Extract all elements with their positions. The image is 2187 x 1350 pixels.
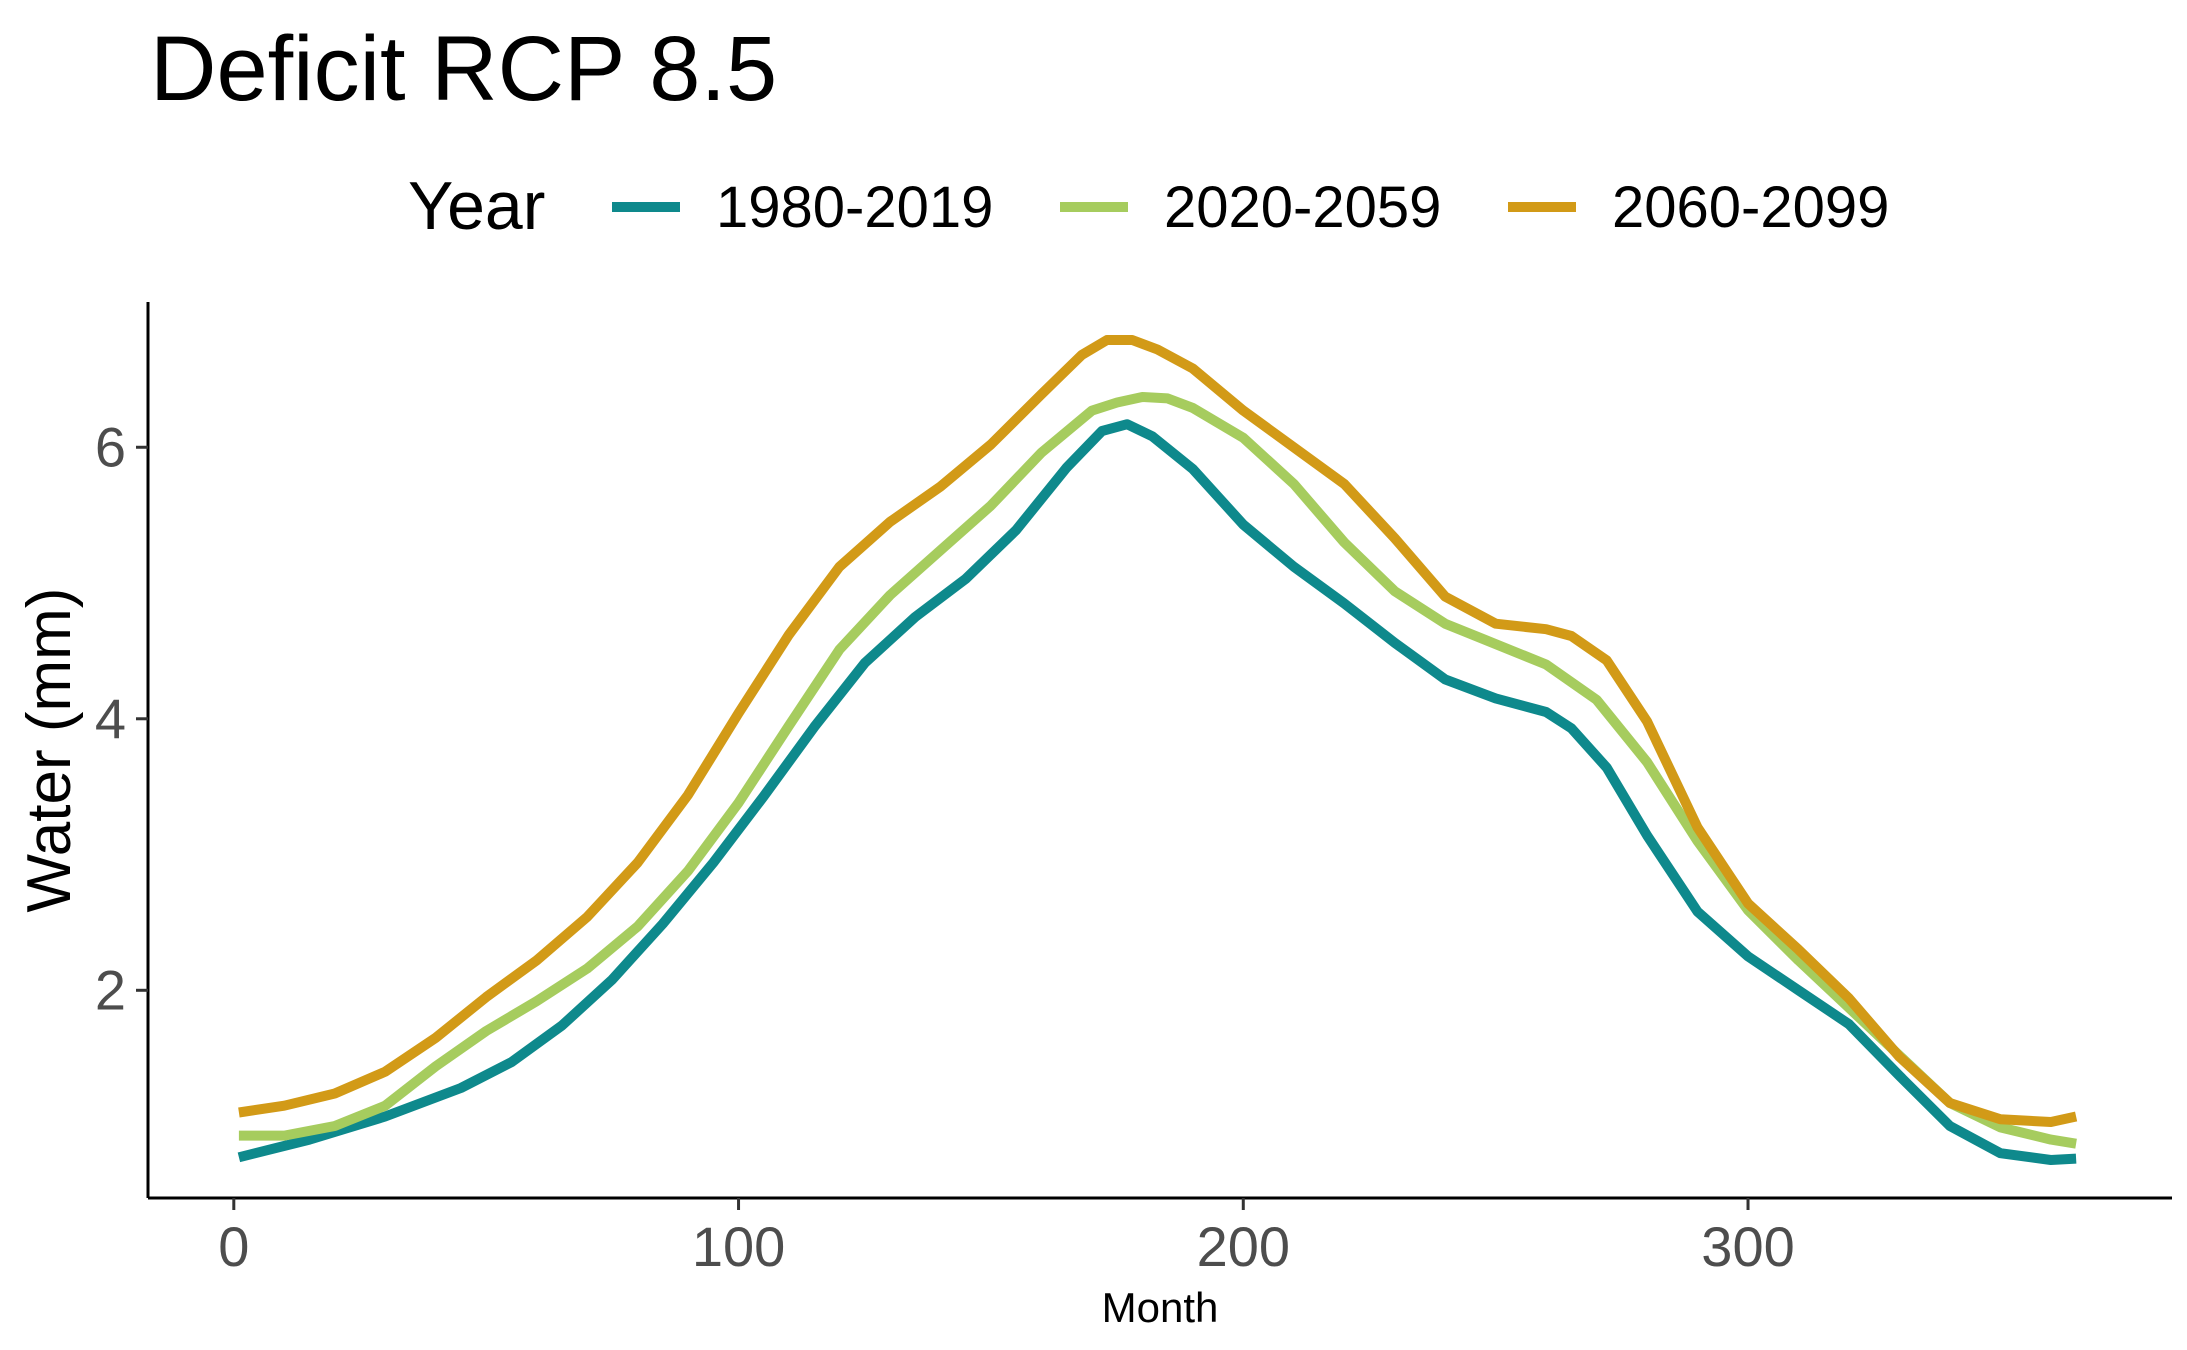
y-tick-label: 4 <box>95 687 126 750</box>
x-axis-title: Month <box>1102 1284 1219 1331</box>
chart-title: Deficit RCP 8.5 <box>150 18 777 120</box>
legend-label-2060-2099: 2060-2099 <box>1612 175 1889 240</box>
x-axis: 0 100 200 300 <box>218 1198 1795 1278</box>
legend-title: Year <box>408 168 545 244</box>
y-tick-label: 6 <box>95 415 126 478</box>
series-line-2020-2059 <box>238 392 2077 1149</box>
x-tick-label: 300 <box>1701 1215 1794 1278</box>
x-tick-label: 100 <box>692 1215 785 1278</box>
legend-label-2020-2059: 2020-2059 <box>1164 175 1441 240</box>
plot-area: 2 4 6 0 100 200 300 <box>95 302 2172 1278</box>
y-axis: 2 4 6 <box>95 415 148 1021</box>
legend: Year 1980-2019 2020-2059 2060-2099 <box>408 168 1889 244</box>
legend-label-1980-2019: 1980-2019 <box>716 175 993 240</box>
series-line-1980-2019 <box>237 419 2077 1165</box>
series-line-2060-2099 <box>238 335 2078 1127</box>
y-axis-title: Water (mm) <box>15 588 84 913</box>
x-tick-label: 0 <box>218 1215 249 1278</box>
x-tick-label: 200 <box>1197 1215 1290 1278</box>
series-layer <box>237 335 2078 1165</box>
y-tick-label: 2 <box>95 958 126 1021</box>
